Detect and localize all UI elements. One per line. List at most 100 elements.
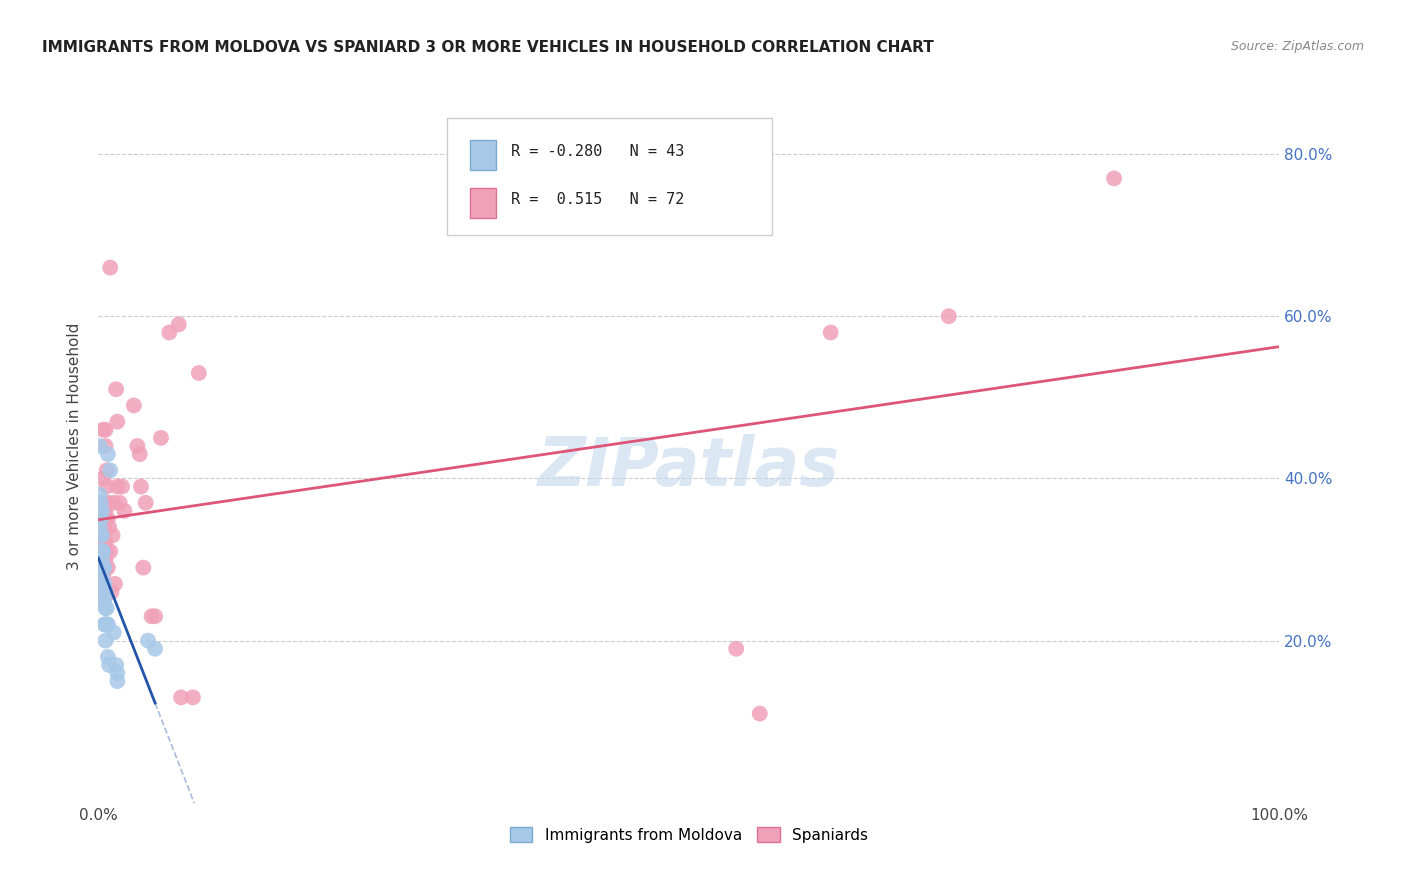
Point: [112, 504, 135, 518]
Point: [98, 544, 121, 558]
Legend: Immigrants from Moldova, Spaniards: Immigrants from Moldova, Spaniards: [503, 821, 875, 848]
Point: [91, 568, 114, 582]
Point: [93, 577, 115, 591]
Point: [91, 544, 114, 558]
Point: [97, 649, 120, 664]
Point: [100, 585, 122, 599]
Point: [938, 310, 960, 324]
Point: [91, 560, 114, 574]
Point: [93, 512, 115, 526]
Point: [93, 544, 115, 558]
Point: [93, 520, 115, 534]
Point: [150, 431, 173, 445]
Point: [98, 520, 121, 534]
Point: [90, 577, 112, 591]
Point: [97, 496, 120, 510]
Point: [97, 617, 120, 632]
Point: [94, 504, 117, 518]
Point: [91, 504, 114, 518]
Bar: [471, 140, 496, 170]
Point: [94, 496, 117, 510]
Point: [91, 496, 114, 510]
Point: [91, 423, 114, 437]
Point: [748, 706, 770, 721]
Point: [820, 326, 842, 340]
Point: [90, 585, 112, 599]
FancyBboxPatch shape: [447, 118, 772, 235]
Point: [91, 544, 114, 558]
Point: [90, 496, 112, 510]
Point: [90, 577, 112, 591]
Point: [89, 488, 111, 502]
Point: [91, 568, 114, 582]
Point: [94, 601, 117, 615]
Point: [89, 439, 111, 453]
Point: [97, 560, 120, 574]
Point: [143, 609, 166, 624]
Point: [90, 560, 112, 574]
Point: [105, 657, 128, 672]
Point: [143, 641, 166, 656]
Point: [89, 568, 111, 582]
Point: [132, 560, 155, 574]
Text: Source: ZipAtlas.com: Source: ZipAtlas.com: [1230, 40, 1364, 54]
Point: [103, 625, 125, 640]
Point: [94, 512, 117, 526]
Point: [91, 536, 114, 550]
Point: [91, 504, 114, 518]
Point: [90, 512, 112, 526]
Point: [94, 617, 117, 632]
Point: [96, 463, 118, 477]
Point: [91, 528, 114, 542]
Point: [135, 496, 157, 510]
Point: [111, 479, 134, 493]
Point: [91, 512, 114, 526]
Point: [98, 260, 121, 275]
Point: [91, 585, 114, 599]
Point: [90, 528, 112, 542]
Point: [91, 496, 114, 510]
Point: [128, 447, 150, 461]
Point: [93, 560, 115, 574]
Point: [91, 471, 114, 485]
Point: [94, 560, 117, 574]
Point: [93, 593, 115, 607]
Point: [96, 617, 118, 632]
Point: [105, 479, 128, 493]
Point: [105, 674, 128, 689]
Point: [103, 496, 125, 510]
Point: [181, 690, 204, 705]
Bar: [471, 188, 496, 218]
Text: R =  0.515   N = 72: R = 0.515 N = 72: [510, 192, 683, 207]
Point: [93, 496, 115, 510]
Point: [96, 479, 118, 493]
Point: [136, 633, 159, 648]
Point: [91, 552, 114, 566]
Point: [91, 568, 114, 582]
Point: [93, 504, 115, 518]
Point: [98, 657, 121, 672]
Point: [725, 641, 748, 656]
Point: [91, 512, 114, 526]
Point: [141, 609, 163, 624]
Point: [91, 560, 114, 574]
Point: [91, 585, 114, 599]
Text: IMMIGRANTS FROM MOLDOVA VS SPANIARD 3 OR MORE VEHICLES IN HOUSEHOLD CORRELATION : IMMIGRANTS FROM MOLDOVA VS SPANIARD 3 OR…: [42, 40, 934, 55]
Point: [101, 528, 124, 542]
Point: [98, 463, 121, 477]
Point: [104, 577, 127, 591]
Text: ZIPatlas: ZIPatlas: [538, 434, 839, 500]
Point: [108, 496, 131, 510]
Point: [105, 382, 128, 396]
Point: [89, 504, 111, 518]
Point: [96, 601, 118, 615]
Point: [90, 560, 112, 574]
Point: [187, 366, 209, 380]
Point: [91, 536, 114, 550]
Point: [94, 633, 117, 648]
Point: [167, 318, 190, 332]
Point: [91, 560, 114, 574]
Point: [129, 479, 152, 493]
Point: [91, 552, 114, 566]
Point: [91, 528, 114, 542]
